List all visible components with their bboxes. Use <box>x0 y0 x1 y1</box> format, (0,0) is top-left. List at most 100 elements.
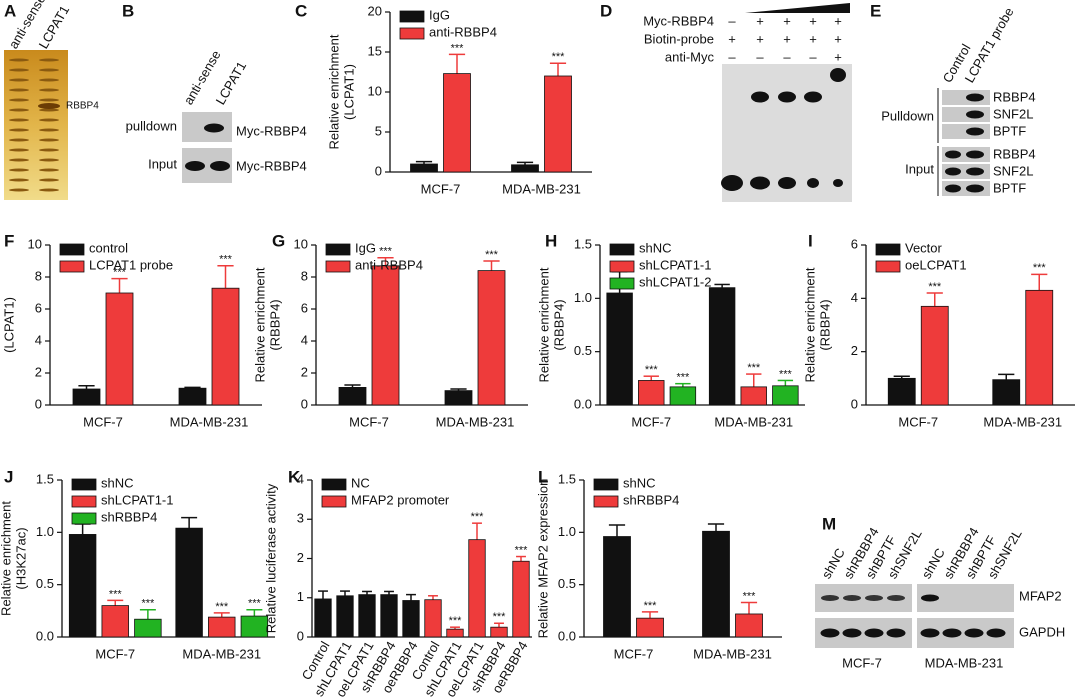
y-axis-label: Relative luciferase activity <box>263 483 278 633</box>
significance: *** <box>645 364 659 376</box>
sign: + <box>834 31 842 46</box>
y-tick-label: 0.0 <box>574 396 592 411</box>
band <box>966 93 984 102</box>
significance: *** <box>928 281 942 293</box>
row-label: anti-Myc <box>665 49 715 64</box>
band <box>9 58 29 62</box>
band <box>9 78 29 82</box>
significance: *** <box>215 601 229 613</box>
band <box>842 628 862 638</box>
y-axis-label: Relative enrichment <box>326 34 341 149</box>
legend-label: shRBBP4 <box>623 492 679 507</box>
x-tick-label: MDA-MB-231 <box>693 646 772 661</box>
blot <box>4 50 68 200</box>
band <box>921 594 939 602</box>
band <box>39 178 59 182</box>
legend-label: MFAP2 promoter <box>351 492 450 507</box>
panel-letter: B <box>122 1 134 20</box>
sign: + <box>783 13 791 28</box>
band <box>820 628 840 638</box>
legend-swatch <box>399 10 425 23</box>
bar <box>410 163 438 173</box>
bar <box>920 305 949 406</box>
bar <box>735 613 763 638</box>
y-axis-label: Relative enrichment <box>802 267 817 382</box>
legend-swatch <box>325 260 351 273</box>
bar <box>702 530 730 638</box>
legend-swatch <box>609 243 635 256</box>
y-axis-label: (LCPAT1) <box>341 64 356 120</box>
sign: + <box>809 13 817 28</box>
band <box>39 148 59 152</box>
band <box>9 118 29 122</box>
significance: *** <box>676 372 690 384</box>
band <box>9 128 29 132</box>
sign: + <box>756 31 764 46</box>
band <box>843 595 861 601</box>
sign: – <box>756 49 764 64</box>
sign: – <box>783 49 791 64</box>
sign: + <box>809 31 817 46</box>
band <box>966 167 984 176</box>
panel-letter: L <box>538 467 548 486</box>
band <box>804 91 822 103</box>
bar <box>887 377 916 406</box>
sign: – <box>809 49 817 64</box>
band-label: SNF2L <box>993 163 1033 178</box>
y-tick-label: 6 <box>35 300 42 315</box>
band <box>830 68 846 82</box>
y-axis-label: Relative enrichment <box>0 267 1 382</box>
y-tick-label: 1.0 <box>558 524 576 539</box>
band-label: Myc-RBBP4 <box>236 123 307 138</box>
row-label: Input <box>148 156 177 171</box>
legend-swatch <box>593 478 619 491</box>
y-tick-label: 8 <box>301 268 308 283</box>
bar <box>371 265 400 406</box>
y-axis-label: Relative enrichment <box>252 267 267 382</box>
band <box>864 628 884 638</box>
band <box>778 91 796 103</box>
band <box>9 138 29 142</box>
legend-label: LCPAT1 probe <box>89 257 173 272</box>
band <box>945 184 961 193</box>
band-label: BPTF <box>993 123 1026 138</box>
legend-swatch <box>609 277 635 290</box>
band <box>9 178 29 182</box>
band <box>986 628 1006 638</box>
bar <box>669 386 697 406</box>
band <box>807 178 819 188</box>
bar <box>772 385 799 406</box>
band <box>833 179 843 187</box>
x-tick-label: MCF-7 <box>83 414 123 429</box>
group-label: Input <box>905 161 934 176</box>
band <box>39 108 59 112</box>
bar <box>402 600 420 638</box>
bar <box>511 164 539 173</box>
legend-label: oeLCPAT1 <box>905 257 967 272</box>
bar <box>512 560 530 638</box>
band <box>945 167 961 176</box>
legend-label: control <box>89 240 128 255</box>
bar <box>477 270 506 406</box>
band-label: MFAP2 <box>1019 588 1062 603</box>
x-tick-label: MDA-MB-231 <box>502 181 581 196</box>
significance: *** <box>515 544 529 556</box>
x-tick-label: MCF-7 <box>898 414 938 429</box>
y-tick-label: 0.0 <box>558 628 576 643</box>
band <box>920 628 940 638</box>
bar <box>636 617 664 638</box>
y-tick-label: 0.5 <box>558 576 576 591</box>
bar <box>606 292 633 406</box>
band <box>39 58 59 62</box>
y-tick-label: 0.0 <box>36 628 54 643</box>
panel-letter: I <box>808 231 813 250</box>
legend-label: shNC <box>101 475 134 490</box>
x-tick-label: MDA-MB-231 <box>182 646 261 661</box>
significance: *** <box>219 254 233 266</box>
y-tick-label: 6 <box>851 236 858 251</box>
cell-line: MDA-MB-231 <box>925 655 1004 670</box>
x-tick-label: MCF-7 <box>631 414 671 429</box>
legend-label: anti-RBBP4 <box>355 257 423 272</box>
band <box>39 78 59 82</box>
bar <box>490 626 508 638</box>
